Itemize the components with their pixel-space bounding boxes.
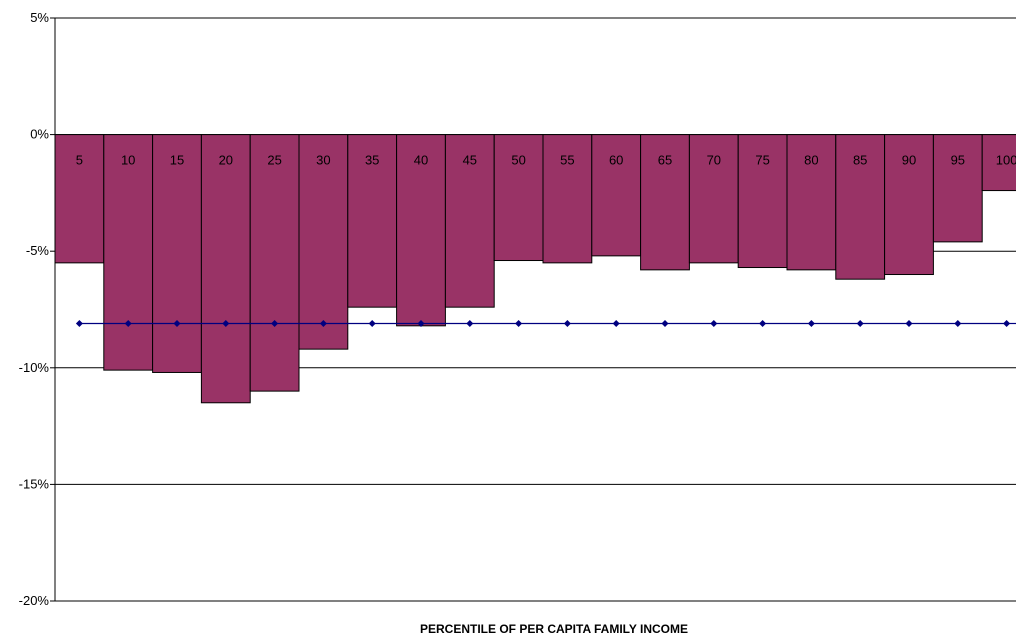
bar (249, 134, 300, 392)
category-label: 55 (560, 153, 574, 168)
bar (493, 134, 544, 262)
category-label: 70 (707, 153, 721, 168)
bar (786, 134, 837, 271)
line-marker (319, 319, 327, 327)
y-tick-label: -20% (19, 593, 50, 608)
category-label: 95 (951, 153, 965, 168)
y-tick-label: 5% (30, 10, 49, 25)
bar (737, 134, 788, 269)
line-marker (417, 319, 425, 327)
line-marker (905, 319, 913, 327)
category-label: 35 (365, 153, 379, 168)
line-series (75, 319, 1016, 327)
y-tick-label: -10% (19, 360, 50, 375)
category-label: 5 (76, 153, 83, 168)
line-marker (271, 319, 279, 327)
category-label: 30 (316, 153, 330, 168)
category-label: 15 (170, 153, 184, 168)
line-marker (75, 319, 83, 327)
category-label: 65 (658, 153, 672, 168)
category-label: 40 (414, 153, 428, 168)
category-label: 90 (902, 153, 916, 168)
line-marker (124, 319, 132, 327)
bar (688, 134, 739, 264)
line-marker (710, 319, 718, 327)
bar (396, 134, 446, 327)
bar (981, 134, 1016, 192)
category-label: 80 (804, 153, 818, 168)
line-marker (466, 319, 474, 327)
category-label: 100 (996, 153, 1016, 168)
category-label: 25 (267, 153, 281, 168)
bar (884, 134, 934, 276)
x-axis-label: PERCENTILE OF PER CAPITA FAMILY INCOME (420, 622, 688, 636)
line-marker (515, 319, 523, 327)
bar (542, 134, 593, 264)
category-label: 85 (853, 153, 867, 168)
line-marker (856, 319, 864, 327)
line-marker (954, 319, 962, 327)
bar (200, 134, 251, 404)
bar (103, 134, 154, 371)
bar (152, 134, 202, 373)
category-label: 50 (511, 153, 525, 168)
bar (591, 134, 642, 257)
bar-series (54, 134, 1016, 404)
bar (932, 134, 983, 243)
line-marker (759, 319, 767, 327)
y-tick-label: 0% (30, 127, 49, 142)
y-tick-label: -5% (26, 243, 50, 258)
line-marker (1003, 319, 1011, 327)
line-marker (612, 319, 620, 327)
y-tick-label: -15% (19, 476, 50, 491)
category-label: 20 (219, 153, 233, 168)
category-label: 10 (121, 153, 135, 168)
line-marker (222, 319, 230, 327)
bar (444, 134, 495, 308)
line-marker (563, 319, 571, 327)
axes (50, 17, 56, 602)
bar (640, 134, 690, 271)
line-marker (661, 319, 669, 327)
category-label: 75 (755, 153, 769, 168)
category-label: 60 (609, 153, 623, 168)
bar (54, 134, 105, 264)
bar (835, 134, 886, 280)
y-tick-labels: 5% 0% -5% -10% -15% -20% (19, 10, 50, 608)
category-labels: 5 10 15 20 25 30 35 40 45 50 55 60 65 70 75 80 85 90 95 100 (76, 153, 1016, 168)
category-label: 45 (463, 153, 477, 168)
line-marker (807, 319, 815, 327)
line-marker (173, 319, 181, 327)
line-marker (368, 319, 376, 327)
